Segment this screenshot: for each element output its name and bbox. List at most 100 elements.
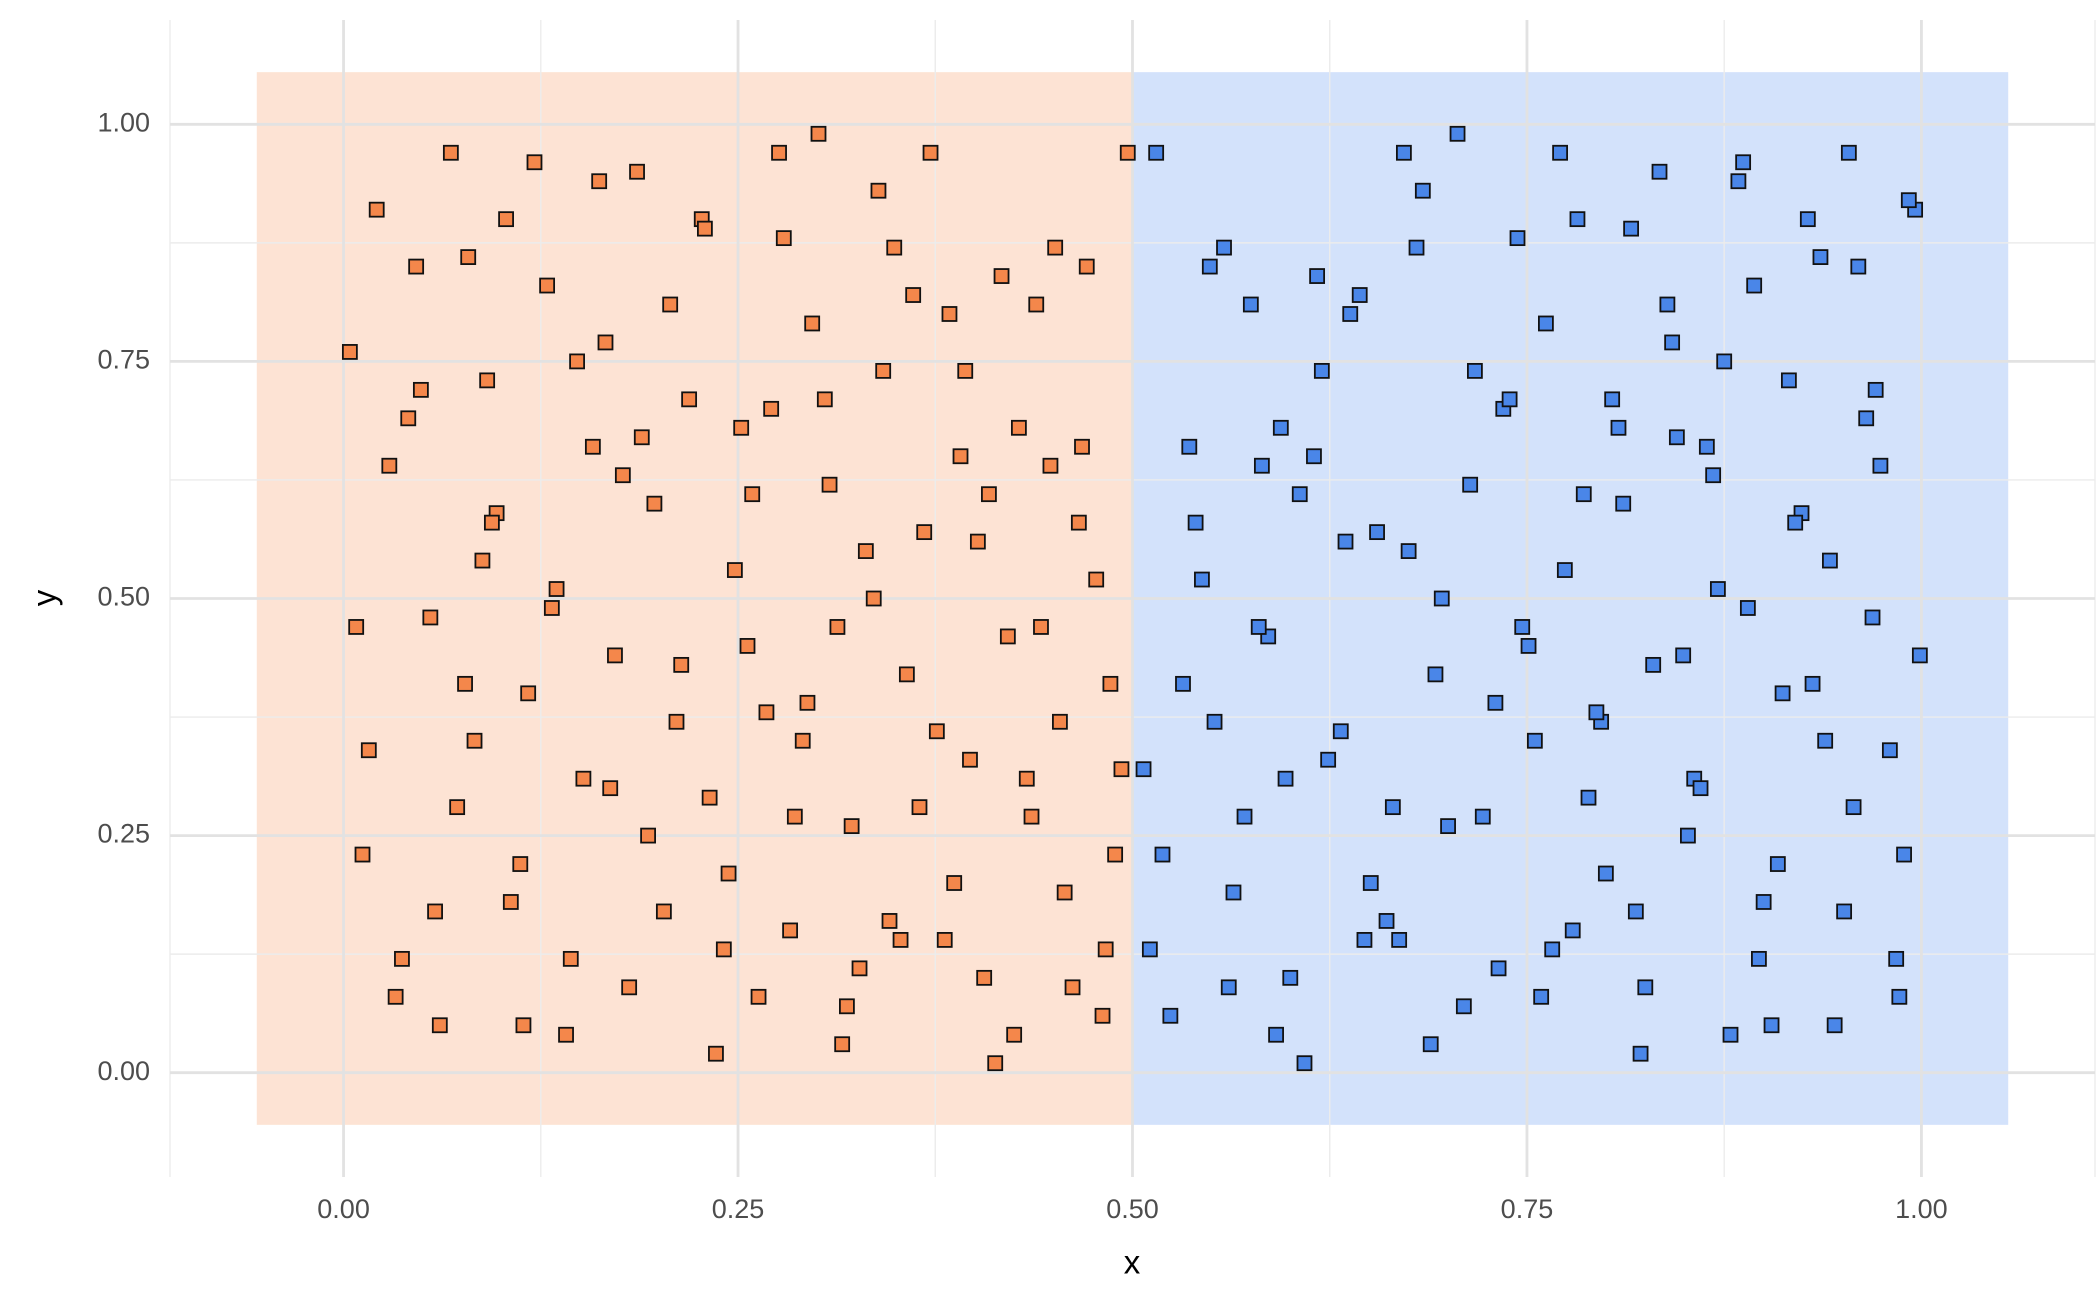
point xyxy=(1490,960,1507,977)
point xyxy=(1675,647,1692,664)
point xyxy=(498,211,514,228)
point xyxy=(512,856,529,872)
point xyxy=(1282,969,1299,986)
x-tick-label: 0.00 xyxy=(317,1194,370,1224)
point xyxy=(1722,1026,1739,1043)
point xyxy=(1872,457,1889,474)
point xyxy=(1291,486,1308,503)
point xyxy=(1113,761,1130,778)
point xyxy=(905,287,922,303)
point xyxy=(341,344,358,360)
point xyxy=(1187,514,1204,531)
point xyxy=(348,619,365,635)
y-tick-label: 0.00 xyxy=(97,1056,150,1086)
point xyxy=(720,865,737,882)
point xyxy=(1881,742,1898,759)
point xyxy=(1236,808,1253,825)
point xyxy=(1709,581,1726,597)
y-tick-label: 0.75 xyxy=(97,345,150,375)
point xyxy=(1538,315,1554,332)
point xyxy=(1102,675,1119,692)
point xyxy=(1514,619,1531,635)
point xyxy=(701,789,718,806)
x-axis-title: x xyxy=(1124,1244,1141,1281)
point xyxy=(1378,913,1395,929)
point xyxy=(1268,1026,1284,1043)
point xyxy=(1763,1017,1780,1034)
point xyxy=(1836,903,1853,920)
point xyxy=(1575,486,1592,503)
point xyxy=(584,438,601,455)
point xyxy=(999,628,1016,645)
point xyxy=(1826,1017,1843,1034)
point xyxy=(1056,884,1073,901)
point xyxy=(1735,154,1752,171)
point xyxy=(569,353,585,370)
point xyxy=(1746,277,1763,294)
point xyxy=(1078,258,1095,275)
point xyxy=(1569,211,1586,228)
point xyxy=(442,144,459,161)
point xyxy=(886,239,903,256)
point xyxy=(875,362,892,379)
point xyxy=(1774,685,1791,702)
point xyxy=(843,818,860,835)
point xyxy=(662,296,679,313)
point xyxy=(655,903,672,920)
point xyxy=(1552,144,1569,161)
point xyxy=(1780,372,1797,389)
point xyxy=(457,675,473,692)
point xyxy=(1206,713,1223,730)
point xyxy=(1864,609,1881,626)
point xyxy=(1799,211,1816,228)
point xyxy=(1074,438,1090,455)
point xyxy=(400,410,417,427)
point xyxy=(1225,884,1242,901)
point xyxy=(1891,988,1908,1005)
point xyxy=(839,998,855,1015)
point xyxy=(794,732,811,749)
point xyxy=(1632,1045,1649,1062)
point xyxy=(602,780,619,797)
point xyxy=(1427,666,1444,683)
point xyxy=(1730,173,1747,190)
point xyxy=(962,751,978,768)
point xyxy=(1692,780,1709,797)
point xyxy=(1440,818,1456,835)
point xyxy=(1455,998,1472,1015)
point xyxy=(1588,704,1605,721)
point xyxy=(1033,619,1049,635)
point xyxy=(771,144,787,161)
point xyxy=(969,533,986,550)
point xyxy=(1817,732,1834,749)
point xyxy=(1840,144,1857,161)
point xyxy=(1052,713,1068,730)
point xyxy=(1867,381,1884,398)
point xyxy=(1162,1007,1179,1024)
point xyxy=(1466,362,1483,379)
point xyxy=(715,941,732,958)
point xyxy=(936,932,953,948)
point xyxy=(1509,230,1526,247)
point xyxy=(1787,514,1804,531)
point xyxy=(1250,619,1267,635)
point xyxy=(1564,922,1581,939)
point xyxy=(750,988,767,1005)
point xyxy=(1356,932,1373,948)
point xyxy=(733,419,750,436)
point xyxy=(591,173,608,190)
point xyxy=(1739,600,1756,616)
point xyxy=(354,846,371,863)
point xyxy=(865,590,882,607)
point xyxy=(1070,514,1087,531)
point xyxy=(987,1055,1004,1072)
point xyxy=(1154,846,1171,863)
point xyxy=(1148,144,1165,161)
point xyxy=(1556,562,1573,578)
point xyxy=(786,808,803,825)
y-tick-label: 0.50 xyxy=(97,582,150,612)
point xyxy=(515,1017,532,1034)
point xyxy=(427,903,443,920)
point xyxy=(739,638,756,654)
point xyxy=(520,685,537,702)
